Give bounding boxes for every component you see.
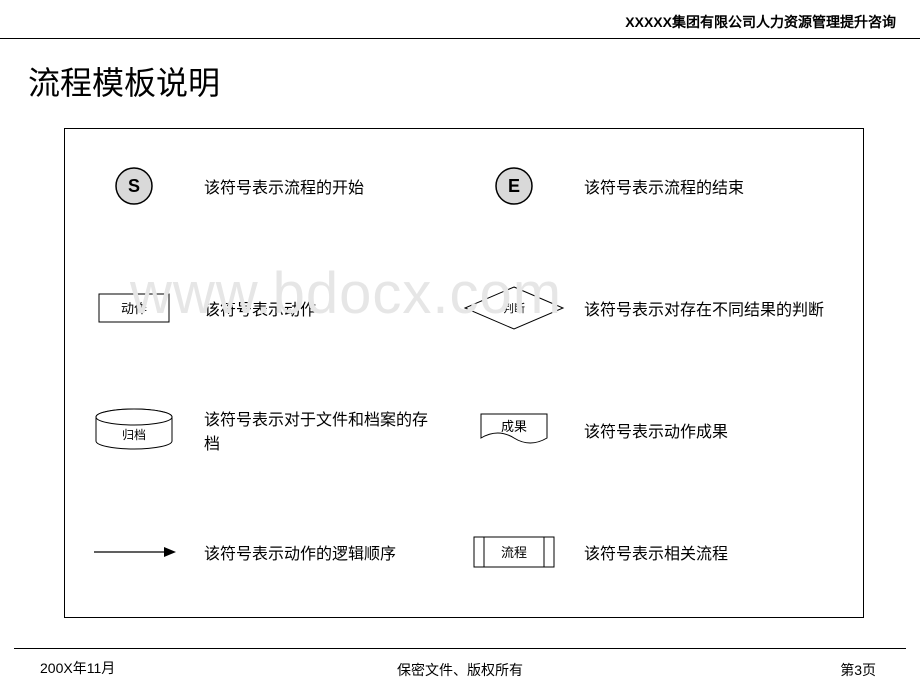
start-desc: 该符号表示流程的开始 (204, 174, 444, 198)
footer-page: 第3页 (840, 660, 876, 680)
page-title: 流程模板说明 (28, 58, 220, 104)
process-label: 流程 (501, 545, 527, 560)
end-label: E (508, 176, 520, 196)
action-symbol: 动作 (64, 288, 204, 328)
arrow-symbol (64, 542, 204, 562)
archive-symbol: 归档 (64, 405, 204, 455)
result-desc: 该符号表示动作成果 (584, 418, 824, 442)
legend-row-3: 归档 该符号表示对于文件和档案的存档 成果 该符号表示动作成果 (64, 400, 864, 460)
footer-rule (14, 648, 906, 649)
process-desc: 该符号表示相关流程 (584, 540, 824, 564)
arrow-desc: 该符号表示动作的逻辑顺序 (204, 540, 444, 564)
archive-desc: 该符号表示对于文件和档案的存档 (204, 406, 444, 454)
legend-row-2: 动作 该符号表示动作 判断 该符号表示对存在不同结果的判断 (64, 278, 864, 338)
footer-confidential: 保密文件、版权所有 (0, 660, 920, 680)
legend-row-1: S 该符号表示流程的开始 E 该符号表示流程的结束 (64, 156, 864, 216)
decision-desc: 该符号表示对存在不同结果的判断 (584, 296, 824, 320)
action-label: 动作 (121, 301, 147, 316)
legend-row-4: 该符号表示动作的逻辑顺序 流程 该符号表示相关流程 (64, 522, 864, 582)
header-rule (0, 38, 920, 39)
decision-label: 判断 (503, 301, 525, 315)
start-symbol: S (64, 163, 204, 209)
process-symbol: 流程 (444, 533, 584, 571)
end-desc: 该符号表示流程的结束 (584, 174, 824, 198)
result-label: 成果 (501, 419, 527, 434)
start-label: S (128, 176, 140, 196)
end-symbol: E (444, 163, 584, 209)
decision-symbol: 判断 (444, 283, 584, 333)
action-desc: 该符号表示动作 (204, 296, 444, 320)
header-company: XXXXX集团有限公司人力资源管理提升咨询 (625, 12, 896, 32)
result-symbol: 成果 (444, 408, 584, 452)
archive-label: 归档 (122, 428, 146, 442)
